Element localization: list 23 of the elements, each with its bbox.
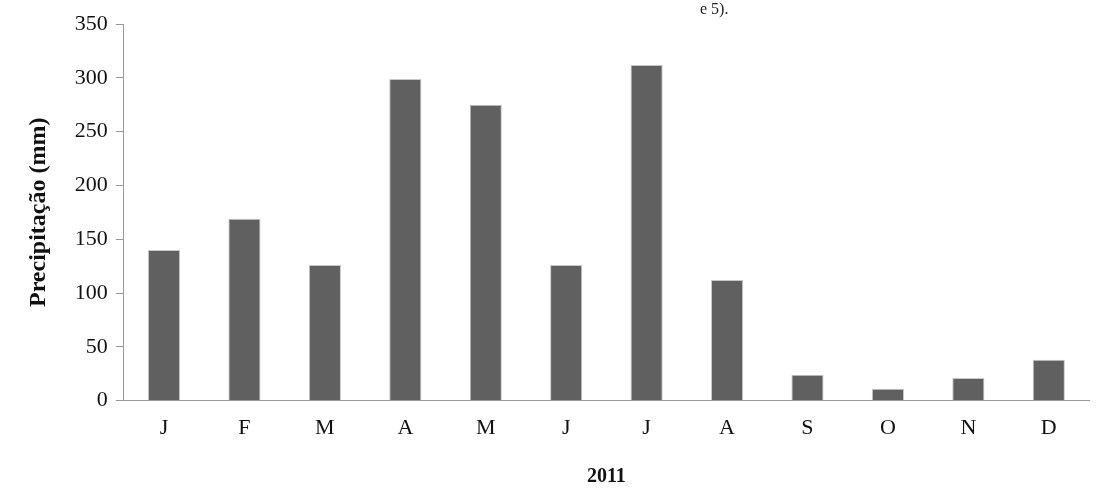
x-tick-label: F bbox=[238, 413, 251, 439]
y-tick-label: 350 bbox=[74, 9, 108, 35]
x-tick-label: D bbox=[1040, 413, 1057, 439]
y-tick-label: 50 bbox=[85, 332, 108, 358]
y-tick-label: 150 bbox=[74, 224, 108, 250]
x-tick-label: J bbox=[159, 413, 169, 439]
y-tick-label: 100 bbox=[74, 278, 108, 304]
y-tick-label: 250 bbox=[74, 117, 108, 143]
text: e 5). bbox=[700, 0, 729, 18]
x-tick-label: M bbox=[315, 413, 335, 439]
x-tick-label: N bbox=[960, 413, 977, 439]
y-axis-title: Precipitação (mm) bbox=[23, 117, 50, 308]
x-tick-label: S bbox=[801, 413, 814, 439]
x-tick-label: O bbox=[879, 413, 896, 439]
x-tick-label: M bbox=[475, 413, 496, 439]
x-axis-title: 2011 bbox=[586, 464, 626, 487]
x-tick-label: A bbox=[397, 413, 414, 439]
y-tick-label: 300 bbox=[74, 63, 108, 89]
y-tick-label: 0 bbox=[96, 386, 108, 412]
x-tick-label: A bbox=[719, 413, 736, 439]
x-tick-label: J bbox=[642, 413, 652, 439]
x-tick-label: J bbox=[561, 413, 571, 439]
y-tick-label: 200 bbox=[74, 171, 108, 197]
